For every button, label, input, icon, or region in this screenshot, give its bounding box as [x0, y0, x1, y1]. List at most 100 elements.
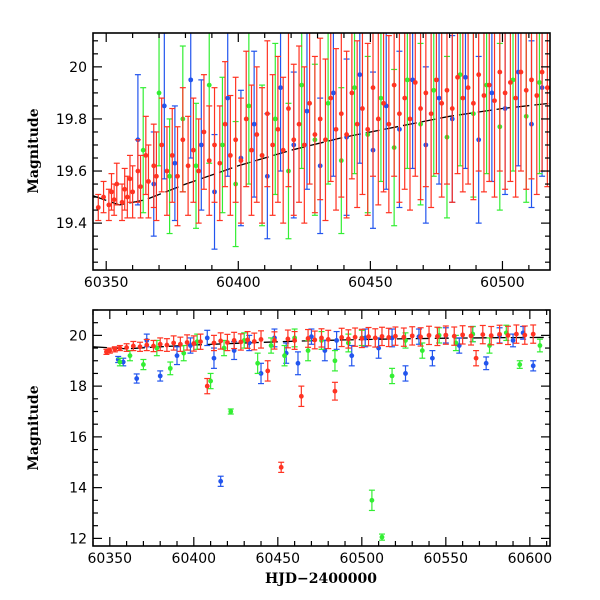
top-point-2-33	[243, 50, 250, 188]
bottom-point-0-25	[429, 350, 436, 367]
top-point-2-72	[449, 33, 456, 203]
top-point-2-21	[179, 87, 186, 193]
bottom-point-1-12	[268, 337, 275, 354]
top-point-1-28	[510, 33, 517, 172]
top-point-0-3	[171, 105, 178, 222]
top-point-2-87	[528, 33, 535, 180]
top-point-2-80	[491, 33, 498, 198]
top-point-2-0	[95, 193, 102, 222]
top-point-2-23	[190, 97, 197, 203]
top-point-2-42	[290, 63, 297, 216]
bottom-point-2-11	[170, 335, 177, 351]
bottom-point-2-59	[513, 324, 520, 344]
top-point-2-35	[253, 66, 260, 203]
bottom-point-0-22	[389, 328, 396, 348]
bottom-x-tick-label: 60500	[340, 551, 385, 567]
top-y-tick-label: 19.4	[56, 216, 87, 232]
bottom-point-2-55	[479, 324, 486, 345]
top-point-2-47	[317, 37, 324, 201]
top-point-2-65	[412, 33, 419, 177]
top-point-2-34	[248, 84, 255, 216]
bottom-point-0-23	[402, 365, 409, 382]
top-point-2-70	[438, 33, 445, 198]
top-point-2-9	[126, 154, 133, 203]
bottom-point-2-60	[521, 325, 528, 345]
top-point-2-45	[306, 33, 313, 185]
top-point-2-31	[232, 76, 239, 203]
top-y-tick-label: 20	[69, 60, 87, 76]
top-point-2-79	[486, 33, 493, 183]
bottom-point-2-22	[244, 330, 251, 349]
top-point-2-53	[348, 33, 355, 180]
top-point-2-63	[401, 33, 408, 190]
top-point-2-26	[206, 105, 213, 216]
bottom-point-2-4	[123, 343, 130, 352]
bottom-point-2-6	[137, 341, 144, 352]
bottom-y-tick-label: 16	[69, 430, 87, 446]
top-point-0-15	[330, 33, 337, 177]
top-point-2-8	[124, 175, 131, 219]
top-point-2-85	[517, 33, 524, 172]
top-point-2-37	[264, 40, 271, 188]
top-point-1-20	[404, 33, 411, 170]
bottom-point-2-50	[442, 325, 449, 345]
bottom-point-2-34	[325, 329, 332, 350]
bottom-x-tick-label: 60400	[172, 551, 217, 567]
top-point-2-22	[185, 115, 192, 216]
bottom-point-2-28	[284, 329, 291, 349]
top-point-0-17	[356, 33, 363, 164]
bottom-point-1-13	[281, 344, 288, 367]
top-point-2-17	[158, 97, 165, 193]
top-point-0-2	[161, 33, 168, 180]
bottom-y-axis-label: Magnitude	[26, 385, 42, 470]
top-point-2-12	[137, 154, 144, 219]
top-point-2-51	[338, 33, 345, 198]
bottom-point-2-2	[111, 346, 118, 353]
bottom-point-0-21	[375, 337, 382, 359]
bottom-point-1-11	[254, 352, 261, 375]
top-point-2-1	[100, 180, 107, 214]
top-point-2-29	[222, 61, 229, 188]
top-point-0-9	[251, 50, 258, 198]
bottom-point-1-2	[140, 358, 147, 371]
bottom-point-2-37	[345, 329, 352, 349]
top-point-2-62	[396, 33, 403, 203]
top-point-2-28	[216, 105, 223, 222]
top-point-2-32	[237, 97, 244, 224]
top-point-2-61	[391, 33, 398, 177]
bottom-point-2-49	[434, 326, 441, 347]
top-point-2-6	[119, 183, 126, 222]
top-point-2-60	[385, 35, 392, 214]
top-point-2-30	[227, 94, 234, 216]
bottom-point-2-16	[204, 377, 211, 395]
top-point-2-74	[459, 33, 466, 193]
bottom-point-2-54	[473, 350, 480, 367]
top-point-2-49	[327, 33, 334, 183]
top-point-2-5	[113, 162, 120, 206]
top-point-2-84	[512, 33, 519, 198]
bottom-point-2-26	[271, 331, 278, 350]
top-point-2-52	[343, 50, 350, 219]
bottom-point-0-15	[294, 351, 301, 376]
bottom-y-tick-label: 12	[69, 531, 87, 547]
bottom-point-1-30	[516, 360, 523, 369]
bottom-point-1-1	[126, 350, 133, 362]
top-point-2-41	[285, 33, 292, 188]
bottom-point-2-39	[358, 328, 365, 349]
top-point-2-16	[153, 131, 160, 222]
bottom-point-2-13	[184, 334, 191, 351]
bottom-x-tick-label: 60600	[508, 551, 553, 567]
top-point-2-73	[454, 33, 461, 175]
top-point-2-27	[211, 87, 218, 203]
bottom-point-2-58	[504, 325, 511, 346]
top-point-2-10	[129, 165, 136, 219]
bottom-point-1-21	[378, 533, 385, 541]
bottom-point-2-45	[400, 327, 407, 347]
bottom-point-2-14	[190, 335, 197, 352]
top-point-1-14	[325, 33, 332, 185]
top-point-2-68	[428, 33, 435, 209]
bottom-point-0-9	[217, 475, 224, 487]
bottom-point-2-25	[264, 360, 271, 382]
bottom-point-2-40	[365, 326, 372, 347]
